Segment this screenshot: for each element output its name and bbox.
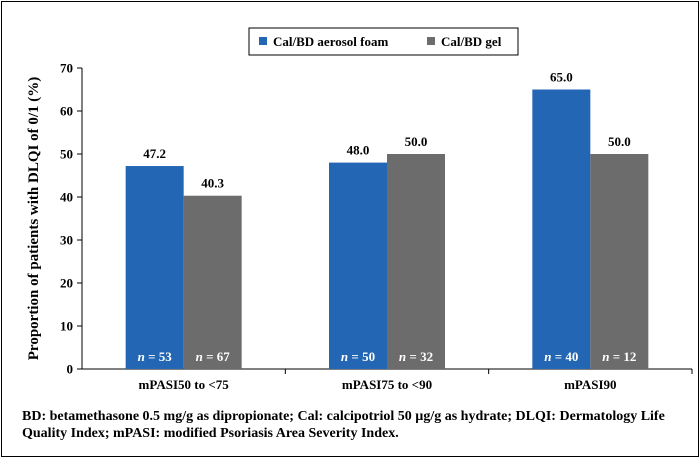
y-axis-title: Proportion of patients with DLQI of 0/1 …	[26, 77, 42, 360]
bar-value-label: 65.0	[550, 70, 573, 85]
bar-value-label: 48.0	[347, 143, 370, 158]
y-tick-label: 20	[60, 276, 73, 291]
bar-n-label: n = 12	[602, 349, 636, 364]
bar	[329, 162, 387, 369]
bar-value-label: 40.3	[201, 176, 224, 191]
bar	[125, 166, 184, 369]
x-category-label: mPASI75 to <90	[342, 377, 432, 392]
bar-n-label: n = 67	[196, 349, 231, 364]
bar	[183, 195, 242, 369]
bar-value-label: 50.0	[608, 134, 631, 149]
y-tick-label: 40	[60, 190, 73, 205]
bar-n-label: n = 40	[544, 349, 578, 364]
x-category-label: mPASI50 to <75	[139, 377, 230, 392]
bar-n-label: n = 50	[341, 349, 375, 364]
y-tick-label: 50	[60, 147, 73, 162]
x-category-label: mPASI90	[564, 377, 616, 392]
bar-n-label: n = 53	[138, 349, 173, 364]
y-tick-label: 70	[60, 61, 73, 76]
bar	[590, 154, 649, 369]
bar	[387, 154, 445, 369]
y-tick-label: 30	[60, 233, 73, 248]
y-tick-label: 10	[60, 319, 73, 334]
legend-label: Cal/BD aerosol foam	[273, 34, 388, 49]
bar-value-label: 50.0	[405, 134, 428, 149]
y-tick-label: 0	[67, 362, 74, 377]
legend-swatch	[427, 37, 435, 45]
y-tick-label: 60	[60, 104, 73, 119]
legend-label: Cal/BD gel	[441, 34, 502, 49]
legend-box	[248, 27, 519, 56]
bar	[532, 89, 591, 369]
bar-n-label: n = 32	[399, 349, 433, 364]
footnote: BD: betamethasone 0.5 mg/g as dipropiona…	[22, 409, 665, 441]
bar-value-label: 47.2	[143, 146, 166, 161]
legend-swatch	[259, 37, 267, 45]
bar-chart: 0 10 20 30 40 50 60 70 Proportion of patients wi…	[26, 27, 693, 392]
